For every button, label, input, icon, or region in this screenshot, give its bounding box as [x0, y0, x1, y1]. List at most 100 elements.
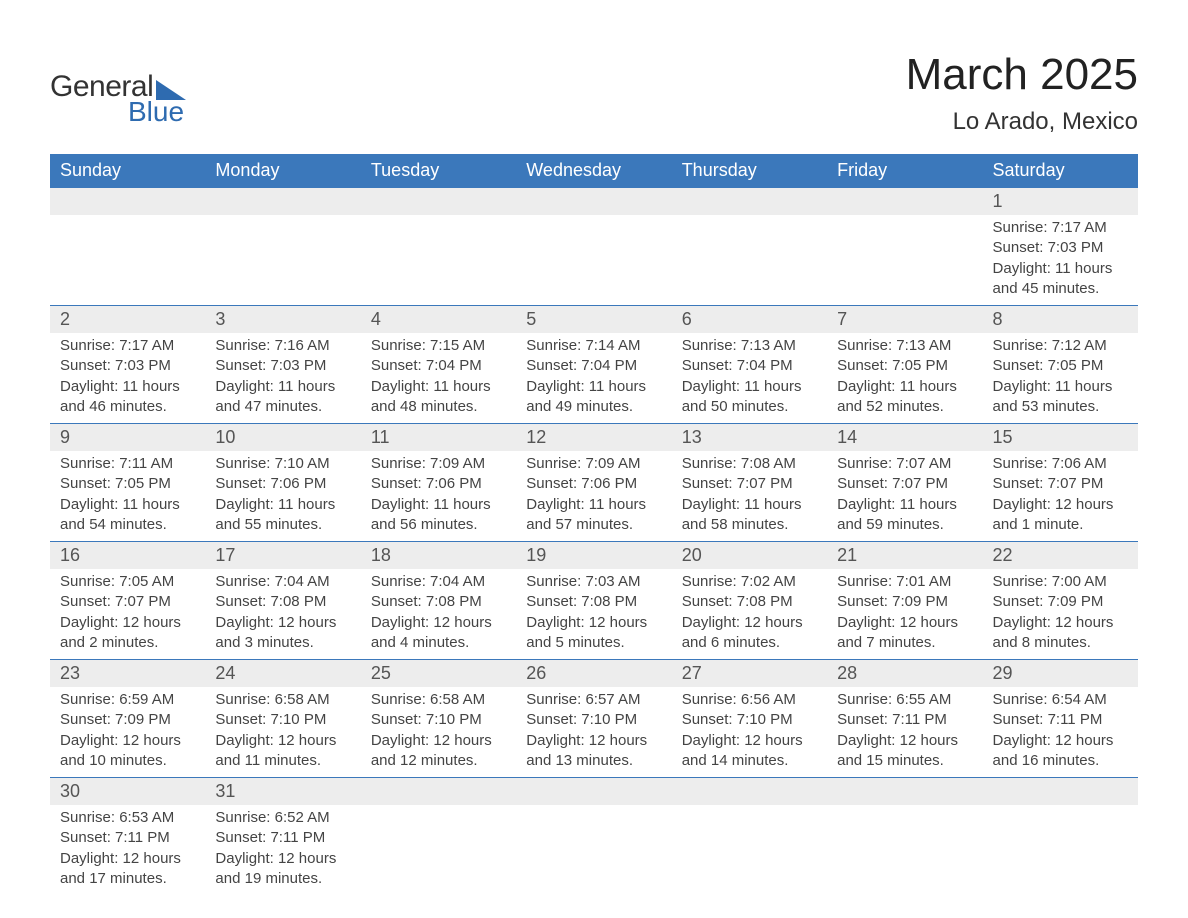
day-detail-cell: Sunrise: 6:54 AMSunset: 7:11 PMDaylight:… — [983, 687, 1138, 778]
day-detail-cell: Sunrise: 7:06 AMSunset: 7:07 PMDaylight:… — [983, 451, 1138, 542]
day-number-cell: 28 — [827, 660, 982, 688]
weekday-header: Friday — [827, 154, 982, 188]
day-detail-cell — [827, 215, 982, 306]
day-number-cell — [516, 188, 671, 216]
weekday-header: Monday — [205, 154, 360, 188]
day-detail-cell: Sunrise: 7:10 AMSunset: 7:06 PMDaylight:… — [205, 451, 360, 542]
day-detail-row: Sunrise: 7:11 AMSunset: 7:05 PMDaylight:… — [50, 451, 1138, 542]
day-number-cell: 20 — [672, 542, 827, 570]
day-number-row: 3031 — [50, 778, 1138, 806]
day-number-cell: 15 — [983, 424, 1138, 452]
day-number-cell: 22 — [983, 542, 1138, 570]
day-number-cell — [361, 188, 516, 216]
day-detail-cell: Sunrise: 7:17 AMSunset: 7:03 PMDaylight:… — [50, 333, 205, 424]
weekday-header: Tuesday — [361, 154, 516, 188]
day-detail-cell: Sunrise: 7:14 AMSunset: 7:04 PMDaylight:… — [516, 333, 671, 424]
day-detail-cell: Sunrise: 7:03 AMSunset: 7:08 PMDaylight:… — [516, 569, 671, 660]
day-detail-row: Sunrise: 7:05 AMSunset: 7:07 PMDaylight:… — [50, 569, 1138, 660]
day-detail-cell — [983, 805, 1138, 895]
weekday-header: Saturday — [983, 154, 1138, 188]
day-detail-cell: Sunrise: 6:55 AMSunset: 7:11 PMDaylight:… — [827, 687, 982, 778]
day-number-cell: 12 — [516, 424, 671, 452]
day-detail-row: Sunrise: 7:17 AMSunset: 7:03 PMDaylight:… — [50, 215, 1138, 306]
day-detail-cell: Sunrise: 7:02 AMSunset: 7:08 PMDaylight:… — [672, 569, 827, 660]
day-number-cell: 14 — [827, 424, 982, 452]
day-number-row: 2345678 — [50, 306, 1138, 334]
day-detail-row: Sunrise: 7:17 AMSunset: 7:03 PMDaylight:… — [50, 333, 1138, 424]
day-detail-cell: Sunrise: 7:12 AMSunset: 7:05 PMDaylight:… — [983, 333, 1138, 424]
logo: General Blue — [50, 70, 186, 128]
month-title: March 2025 — [906, 50, 1138, 100]
day-number-cell — [827, 778, 982, 806]
day-detail-row: Sunrise: 6:53 AMSunset: 7:11 PMDaylight:… — [50, 805, 1138, 895]
day-number-row: 9101112131415 — [50, 424, 1138, 452]
day-number-cell — [205, 188, 360, 216]
day-number-row: 1 — [50, 188, 1138, 216]
day-number-cell: 17 — [205, 542, 360, 570]
day-number-cell — [672, 188, 827, 216]
day-number-cell: 2 — [50, 306, 205, 334]
weekday-header-row: Sunday Monday Tuesday Wednesday Thursday… — [50, 154, 1138, 188]
day-detail-cell: Sunrise: 7:15 AMSunset: 7:04 PMDaylight:… — [361, 333, 516, 424]
day-detail-cell: Sunrise: 7:09 AMSunset: 7:06 PMDaylight:… — [361, 451, 516, 542]
day-detail-cell: Sunrise: 7:17 AMSunset: 7:03 PMDaylight:… — [983, 215, 1138, 306]
day-detail-cell: Sunrise: 7:11 AMSunset: 7:05 PMDaylight:… — [50, 451, 205, 542]
weekday-header: Thursday — [672, 154, 827, 188]
day-detail-cell — [50, 215, 205, 306]
day-detail-cell — [361, 215, 516, 306]
day-detail-cell: Sunrise: 6:56 AMSunset: 7:10 PMDaylight:… — [672, 687, 827, 778]
location-label: Lo Arado, Mexico — [906, 108, 1138, 136]
day-detail-cell: Sunrise: 6:53 AMSunset: 7:11 PMDaylight:… — [50, 805, 205, 895]
day-detail-cell — [516, 215, 671, 306]
day-number-cell: 19 — [516, 542, 671, 570]
day-number-cell: 30 — [50, 778, 205, 806]
day-detail-cell: Sunrise: 7:08 AMSunset: 7:07 PMDaylight:… — [672, 451, 827, 542]
day-detail-cell — [672, 805, 827, 895]
day-number-cell: 8 — [983, 306, 1138, 334]
day-number-cell — [983, 778, 1138, 806]
day-number-cell: 21 — [827, 542, 982, 570]
day-number-cell: 16 — [50, 542, 205, 570]
day-number-cell: 5 — [516, 306, 671, 334]
day-number-cell: 6 — [672, 306, 827, 334]
day-number-cell: 24 — [205, 660, 360, 688]
day-detail-cell — [516, 805, 671, 895]
day-number-cell — [361, 778, 516, 806]
day-detail-cell: Sunrise: 7:16 AMSunset: 7:03 PMDaylight:… — [205, 333, 360, 424]
day-number-cell: 10 — [205, 424, 360, 452]
day-detail-cell: Sunrise: 7:04 AMSunset: 7:08 PMDaylight:… — [361, 569, 516, 660]
day-number-row: 23242526272829 — [50, 660, 1138, 688]
day-number-cell: 25 — [361, 660, 516, 688]
day-detail-cell: Sunrise: 7:04 AMSunset: 7:08 PMDaylight:… — [205, 569, 360, 660]
logo-word-blue: Blue — [128, 96, 186, 128]
day-detail-row: Sunrise: 6:59 AMSunset: 7:09 PMDaylight:… — [50, 687, 1138, 778]
day-number-cell: 26 — [516, 660, 671, 688]
day-number-cell — [516, 778, 671, 806]
day-number-cell: 4 — [361, 306, 516, 334]
day-number-row: 16171819202122 — [50, 542, 1138, 570]
day-number-cell: 23 — [50, 660, 205, 688]
day-number-cell: 27 — [672, 660, 827, 688]
day-number-cell: 13 — [672, 424, 827, 452]
day-detail-cell: Sunrise: 7:13 AMSunset: 7:05 PMDaylight:… — [827, 333, 982, 424]
calendar-body: 1Sunrise: 7:17 AMSunset: 7:03 PMDaylight… — [50, 188, 1138, 896]
day-number-cell: 29 — [983, 660, 1138, 688]
day-detail-cell: Sunrise: 7:13 AMSunset: 7:04 PMDaylight:… — [672, 333, 827, 424]
weekday-header: Wednesday — [516, 154, 671, 188]
day-number-cell — [50, 188, 205, 216]
day-number-cell: 9 — [50, 424, 205, 452]
day-detail-cell: Sunrise: 7:00 AMSunset: 7:09 PMDaylight:… — [983, 569, 1138, 660]
day-detail-cell: Sunrise: 7:09 AMSunset: 7:06 PMDaylight:… — [516, 451, 671, 542]
day-detail-cell: Sunrise: 7:01 AMSunset: 7:09 PMDaylight:… — [827, 569, 982, 660]
day-detail-cell: Sunrise: 6:58 AMSunset: 7:10 PMDaylight:… — [361, 687, 516, 778]
day-number-cell: 7 — [827, 306, 982, 334]
day-detail-cell — [672, 215, 827, 306]
page-header: General Blue March 2025 Lo Arado, Mexico — [50, 50, 1138, 136]
day-detail-cell: Sunrise: 6:57 AMSunset: 7:10 PMDaylight:… — [516, 687, 671, 778]
day-detail-cell: Sunrise: 6:59 AMSunset: 7:09 PMDaylight:… — [50, 687, 205, 778]
day-detail-cell: Sunrise: 7:05 AMSunset: 7:07 PMDaylight:… — [50, 569, 205, 660]
day-number-cell: 11 — [361, 424, 516, 452]
weekday-header: Sunday — [50, 154, 205, 188]
day-number-cell: 18 — [361, 542, 516, 570]
calendar-table: Sunday Monday Tuesday Wednesday Thursday… — [50, 154, 1138, 895]
